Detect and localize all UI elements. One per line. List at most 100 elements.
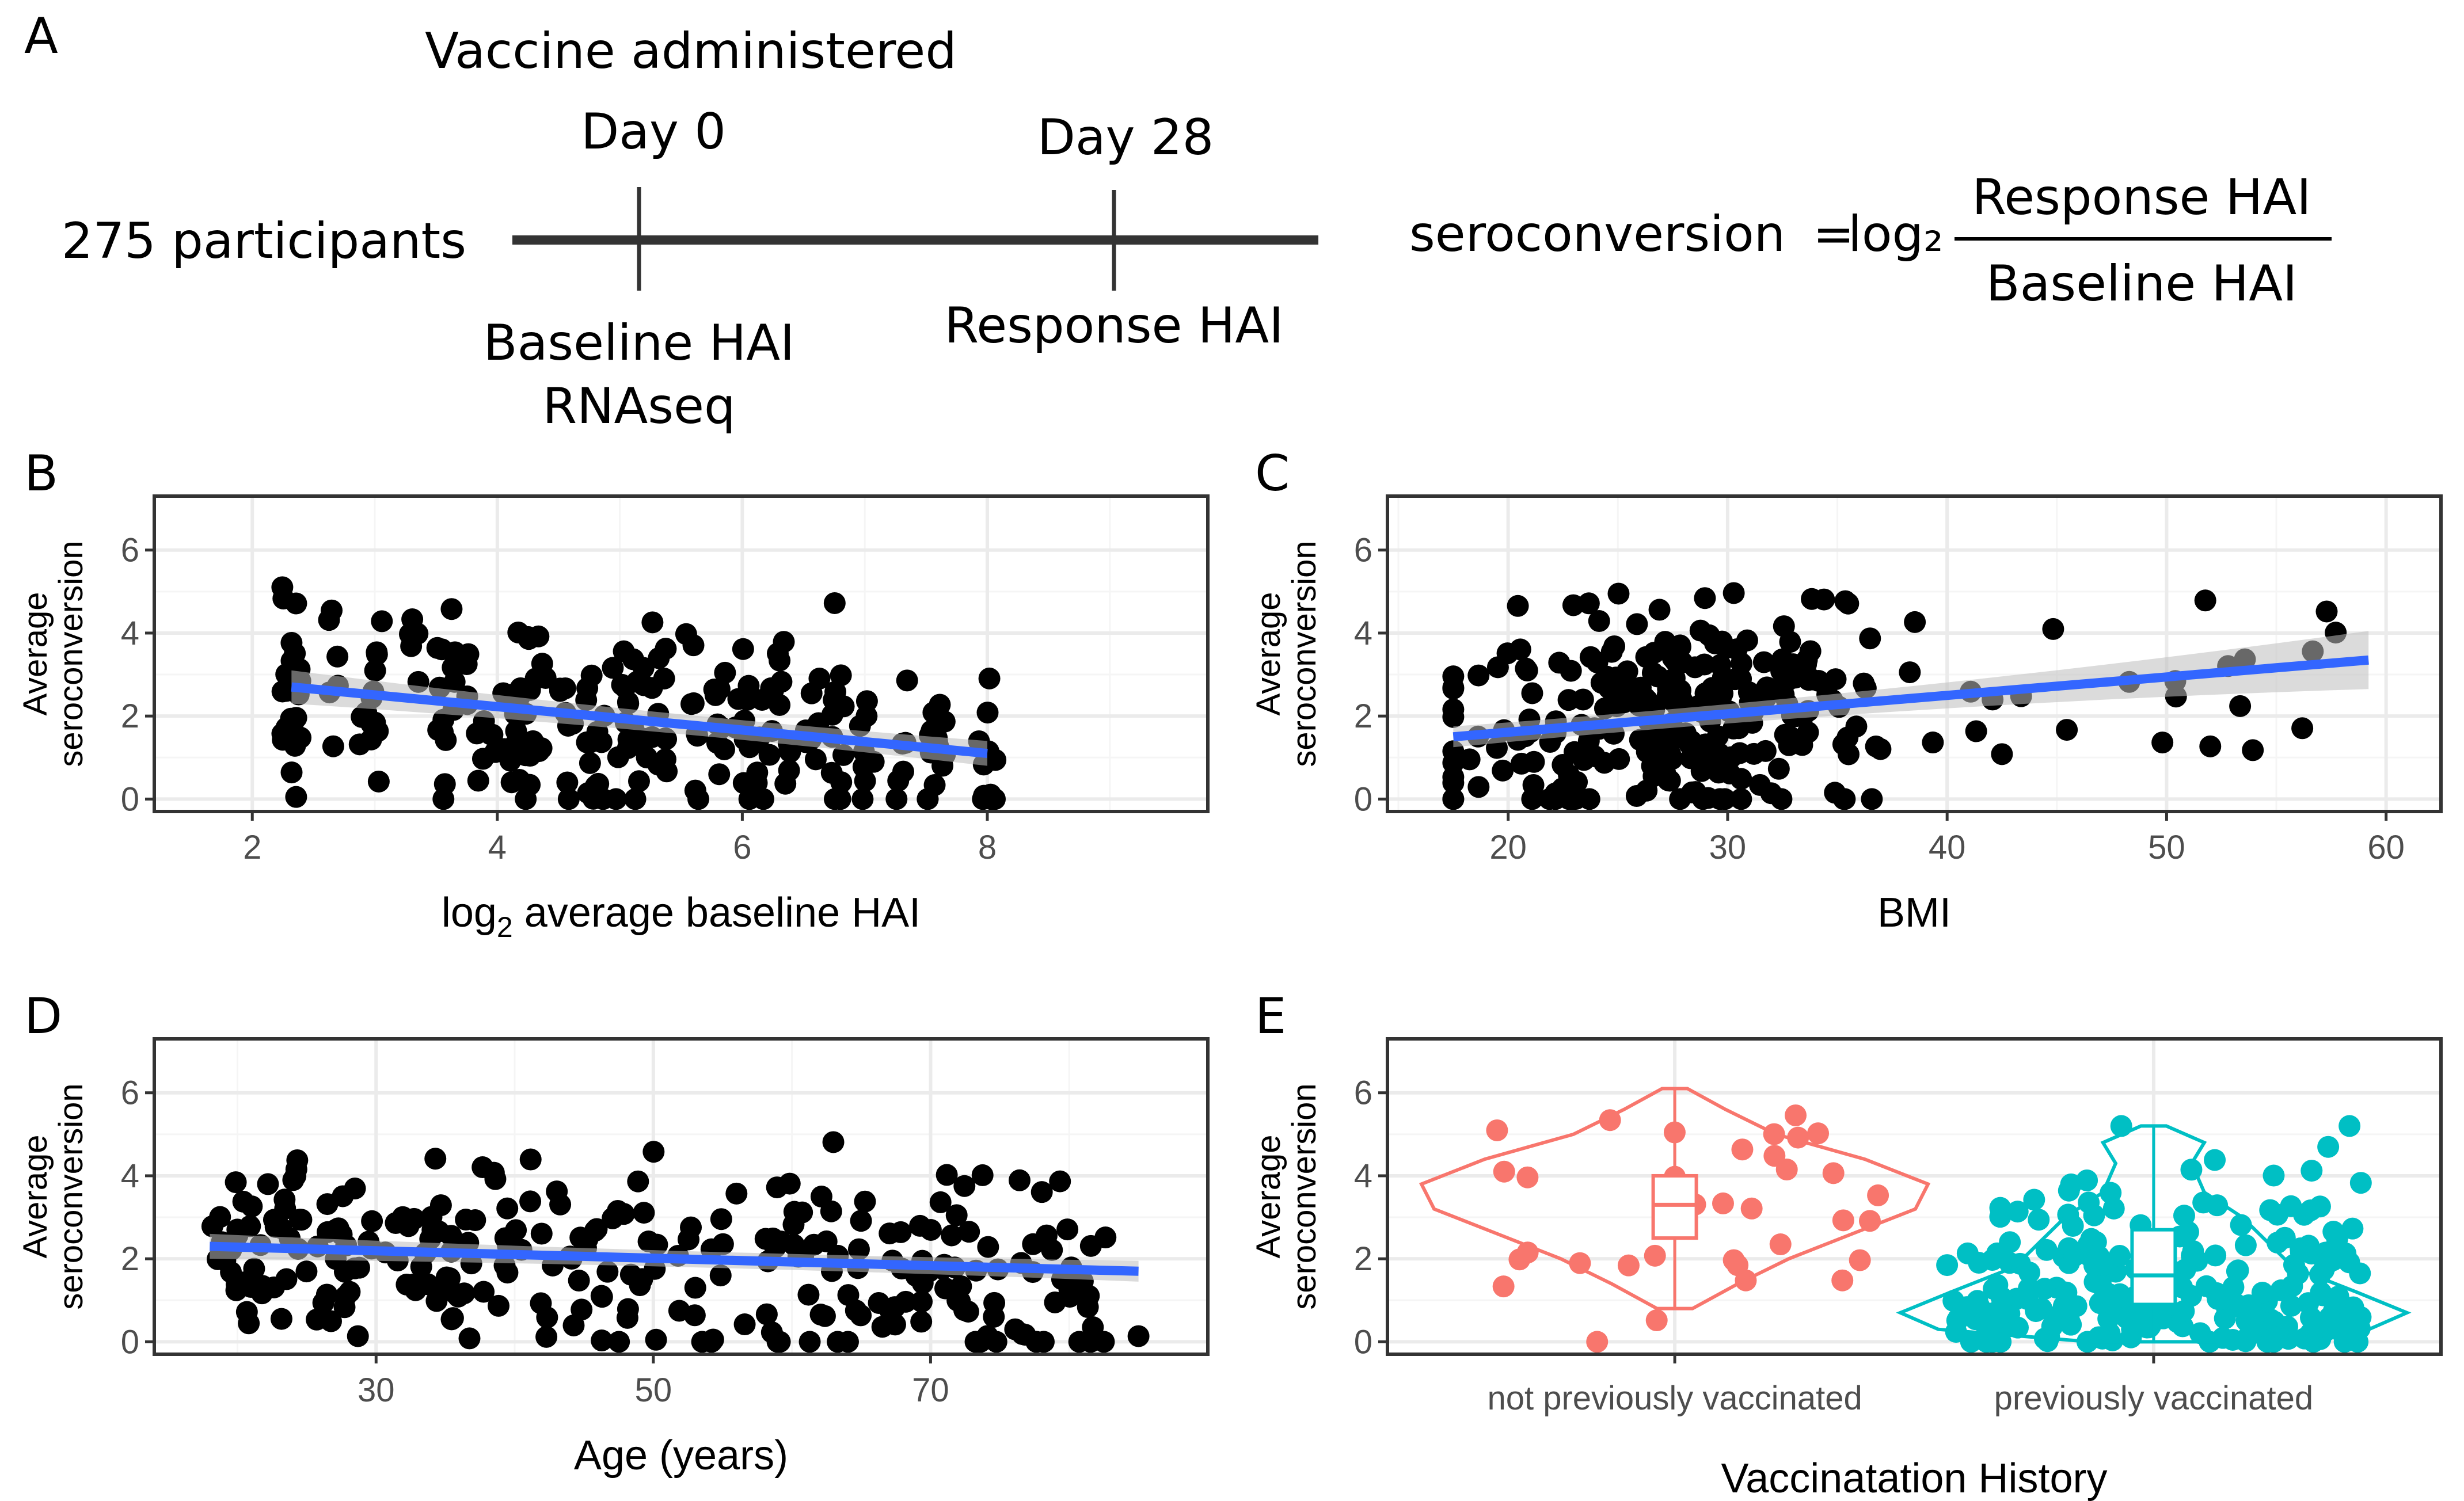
data-point (683, 1304, 706, 1327)
y-axis-title-line: Average (17, 1135, 54, 1259)
data-point (2291, 717, 2314, 740)
data-point (1722, 582, 1745, 604)
data-point (1722, 1249, 1745, 1271)
data-point (1899, 661, 1921, 684)
data-point (519, 1190, 542, 1213)
data-point (855, 690, 878, 713)
data-point (633, 1202, 655, 1224)
data-point (1458, 748, 1481, 771)
data-point (569, 1226, 592, 1249)
data-point (225, 1279, 248, 1301)
data-point (1797, 721, 1819, 744)
data-point (1785, 1104, 1807, 1126)
x-tick-label: 8 (978, 829, 997, 866)
data-point (1094, 1226, 1117, 1249)
formula-equals: = (1813, 205, 1854, 263)
data-point (458, 1327, 481, 1350)
data-point (2315, 600, 2338, 623)
data-point (1685, 781, 1707, 803)
data-point (1831, 1269, 1854, 1292)
data-point (1036, 1224, 1058, 1247)
y-axis-title: Averageseroconversion (1250, 540, 1323, 767)
data-point (824, 681, 847, 703)
data-point (2256, 1331, 2279, 1353)
data-point (1467, 776, 1490, 798)
data-point (1990, 1296, 2012, 1319)
data-point (1730, 768, 1752, 790)
data-point (440, 598, 463, 620)
data-point (727, 688, 750, 710)
data-point (624, 788, 647, 810)
data-point (871, 1316, 893, 1338)
data-point (1965, 720, 1987, 742)
data-point (1730, 788, 1752, 810)
data-point (971, 1164, 994, 1186)
data-point (1956, 1242, 1979, 1264)
data-point (976, 702, 999, 724)
data-point (613, 640, 635, 662)
y-tick-label: 0 (1354, 1323, 1372, 1361)
data-point (712, 1233, 734, 1255)
data-point (1610, 675, 1632, 697)
data-point (1822, 1162, 1845, 1184)
data-point (367, 770, 390, 793)
data-point (2349, 1262, 2371, 1285)
x-tick-label: 30 (358, 1372, 395, 1409)
data-point (590, 731, 613, 753)
data-point (403, 1273, 425, 1296)
data-point (556, 771, 579, 794)
vaccine-administered-label: Vaccine administered (425, 22, 957, 80)
data-point (2301, 1160, 2323, 1182)
data-point (571, 1298, 593, 1321)
data-point (945, 1204, 968, 1226)
data-point (1837, 743, 1860, 765)
data-point (2347, 1331, 2369, 1353)
data-point (2047, 1305, 2070, 1327)
data-point (295, 1260, 318, 1283)
violin-outline (1896, 1124, 2412, 1344)
fit-line (291, 682, 988, 759)
y-axis-title-line: Average (1250, 592, 1287, 716)
data-point (879, 1299, 901, 1321)
data-point (847, 1238, 870, 1260)
data-point (285, 786, 307, 808)
x-axis-title: Vaccinatation History (1721, 1456, 2108, 1501)
data-point (1769, 1233, 1792, 1256)
data-point (602, 1207, 624, 1229)
data-point (922, 702, 945, 724)
data-point (854, 769, 876, 792)
data-point (1077, 1296, 1099, 1319)
data-point (628, 770, 650, 793)
x-tick-label: 30 (1709, 829, 1747, 866)
data-point (584, 775, 607, 797)
seroconversion-formula: seroconversion = log₂ Response HAI Basel… (1409, 169, 2332, 313)
data-point (617, 1298, 639, 1320)
data-point (978, 667, 1001, 689)
data-point (1824, 668, 1847, 691)
data-point (1636, 741, 1658, 763)
data-point (334, 1285, 357, 1308)
data-point (917, 788, 939, 810)
data-point (1644, 1244, 1666, 1267)
data-point (1056, 1218, 1079, 1241)
data-point (977, 1236, 999, 1258)
data-point (2083, 1254, 2105, 1277)
data-point (2042, 618, 2064, 640)
data-point (725, 1182, 748, 1205)
y-tick-label: 6 (121, 1075, 139, 1112)
data-point (455, 653, 478, 675)
data-point (627, 732, 649, 755)
data-point (1510, 752, 1533, 775)
data-point (2195, 1275, 2218, 1297)
x-axis-title-sub: 2 (497, 911, 513, 943)
data-point (1008, 1169, 1031, 1191)
data-point (755, 1303, 778, 1325)
x-tick-label: 70 (912, 1372, 949, 1409)
y-tick-label: 6 (121, 532, 139, 569)
data-point (280, 761, 303, 784)
data-point (1560, 660, 1582, 682)
data-point (2298, 1235, 2320, 1257)
data-point (985, 1331, 1007, 1353)
data-point (2065, 1295, 2087, 1317)
